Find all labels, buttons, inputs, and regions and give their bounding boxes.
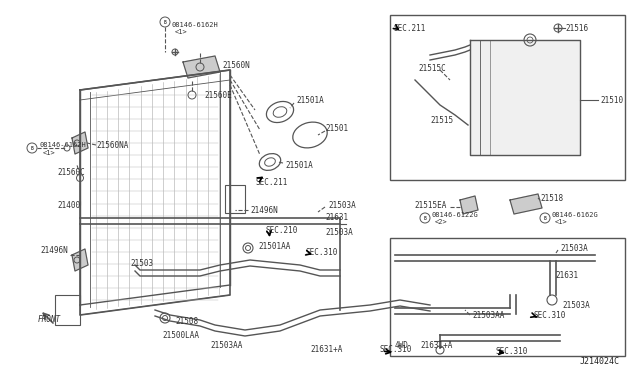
Polygon shape bbox=[72, 249, 88, 271]
Polygon shape bbox=[460, 196, 478, 214]
Text: <1>: <1> bbox=[175, 29, 188, 35]
Ellipse shape bbox=[259, 154, 281, 170]
Text: 21500LAA: 21500LAA bbox=[162, 330, 199, 340]
Text: 21501A: 21501A bbox=[285, 160, 313, 170]
Text: 21503A: 21503A bbox=[560, 244, 588, 253]
Text: 21503AA: 21503AA bbox=[472, 311, 504, 320]
Text: B: B bbox=[164, 19, 166, 25]
Text: 21503AA: 21503AA bbox=[210, 340, 243, 350]
Polygon shape bbox=[183, 56, 220, 78]
Text: 4WD: 4WD bbox=[395, 340, 409, 350]
Text: 08146-6162G: 08146-6162G bbox=[552, 212, 599, 218]
Text: B: B bbox=[31, 145, 33, 151]
Polygon shape bbox=[470, 40, 580, 155]
Text: SEC.211: SEC.211 bbox=[255, 177, 287, 186]
Text: 21508: 21508 bbox=[175, 317, 198, 327]
Text: 21516: 21516 bbox=[565, 23, 588, 32]
Ellipse shape bbox=[265, 158, 275, 166]
Text: 21501A: 21501A bbox=[296, 96, 324, 105]
Text: J214024C: J214024C bbox=[580, 357, 620, 366]
Text: 21496N: 21496N bbox=[40, 246, 68, 254]
Text: SEC.310: SEC.310 bbox=[305, 247, 337, 257]
Text: 08146-6162H: 08146-6162H bbox=[40, 142, 87, 148]
Text: 21515: 21515 bbox=[430, 115, 453, 125]
Text: 21515EA: 21515EA bbox=[414, 201, 446, 209]
Text: 21501AA: 21501AA bbox=[258, 241, 291, 250]
Text: 21400: 21400 bbox=[57, 201, 80, 209]
Text: 21503A: 21503A bbox=[325, 228, 353, 237]
Text: 21515C: 21515C bbox=[418, 64, 445, 73]
Text: SEC.211: SEC.211 bbox=[393, 23, 426, 32]
Text: <1>: <1> bbox=[43, 150, 56, 156]
Text: 21503: 21503 bbox=[130, 259, 153, 267]
Text: 21631+A: 21631+A bbox=[310, 346, 342, 355]
Text: 21496N: 21496N bbox=[250, 205, 278, 215]
Bar bbox=[55, 295, 80, 325]
Text: 21503A: 21503A bbox=[562, 301, 589, 310]
Text: 08146-6162H: 08146-6162H bbox=[172, 22, 219, 28]
Ellipse shape bbox=[266, 102, 294, 122]
Text: 21631: 21631 bbox=[325, 212, 348, 221]
Text: SEC.310: SEC.310 bbox=[534, 311, 566, 320]
Ellipse shape bbox=[292, 122, 327, 148]
Text: 21560NA: 21560NA bbox=[96, 141, 129, 150]
Ellipse shape bbox=[273, 107, 287, 117]
Text: B: B bbox=[543, 215, 547, 221]
Text: B: B bbox=[424, 215, 426, 221]
Text: 08146-6122G: 08146-6122G bbox=[432, 212, 479, 218]
Text: 21503A: 21503A bbox=[328, 201, 356, 209]
Bar bbox=[225, 185, 245, 213]
Text: 21510: 21510 bbox=[600, 96, 623, 105]
Text: <2>: <2> bbox=[435, 219, 448, 225]
Polygon shape bbox=[80, 70, 230, 315]
Text: SEC.210: SEC.210 bbox=[265, 225, 298, 234]
Bar bbox=[390, 15, 625, 180]
Text: 21501: 21501 bbox=[325, 124, 348, 132]
Text: 21518: 21518 bbox=[540, 193, 563, 202]
Text: 21560N: 21560N bbox=[222, 61, 250, 70]
Text: 21631+A: 21631+A bbox=[420, 340, 452, 350]
Polygon shape bbox=[72, 132, 88, 154]
Polygon shape bbox=[510, 194, 542, 214]
Text: <1>: <1> bbox=[555, 219, 568, 225]
Text: FRONT: FRONT bbox=[38, 315, 61, 324]
Text: SEC.310: SEC.310 bbox=[380, 346, 412, 355]
Text: 21560C: 21560C bbox=[57, 167, 84, 176]
Text: 21560E: 21560E bbox=[204, 90, 232, 99]
Bar bbox=[390, 238, 625, 356]
Text: 21631: 21631 bbox=[555, 270, 578, 279]
Text: SEC.310: SEC.310 bbox=[495, 347, 527, 356]
